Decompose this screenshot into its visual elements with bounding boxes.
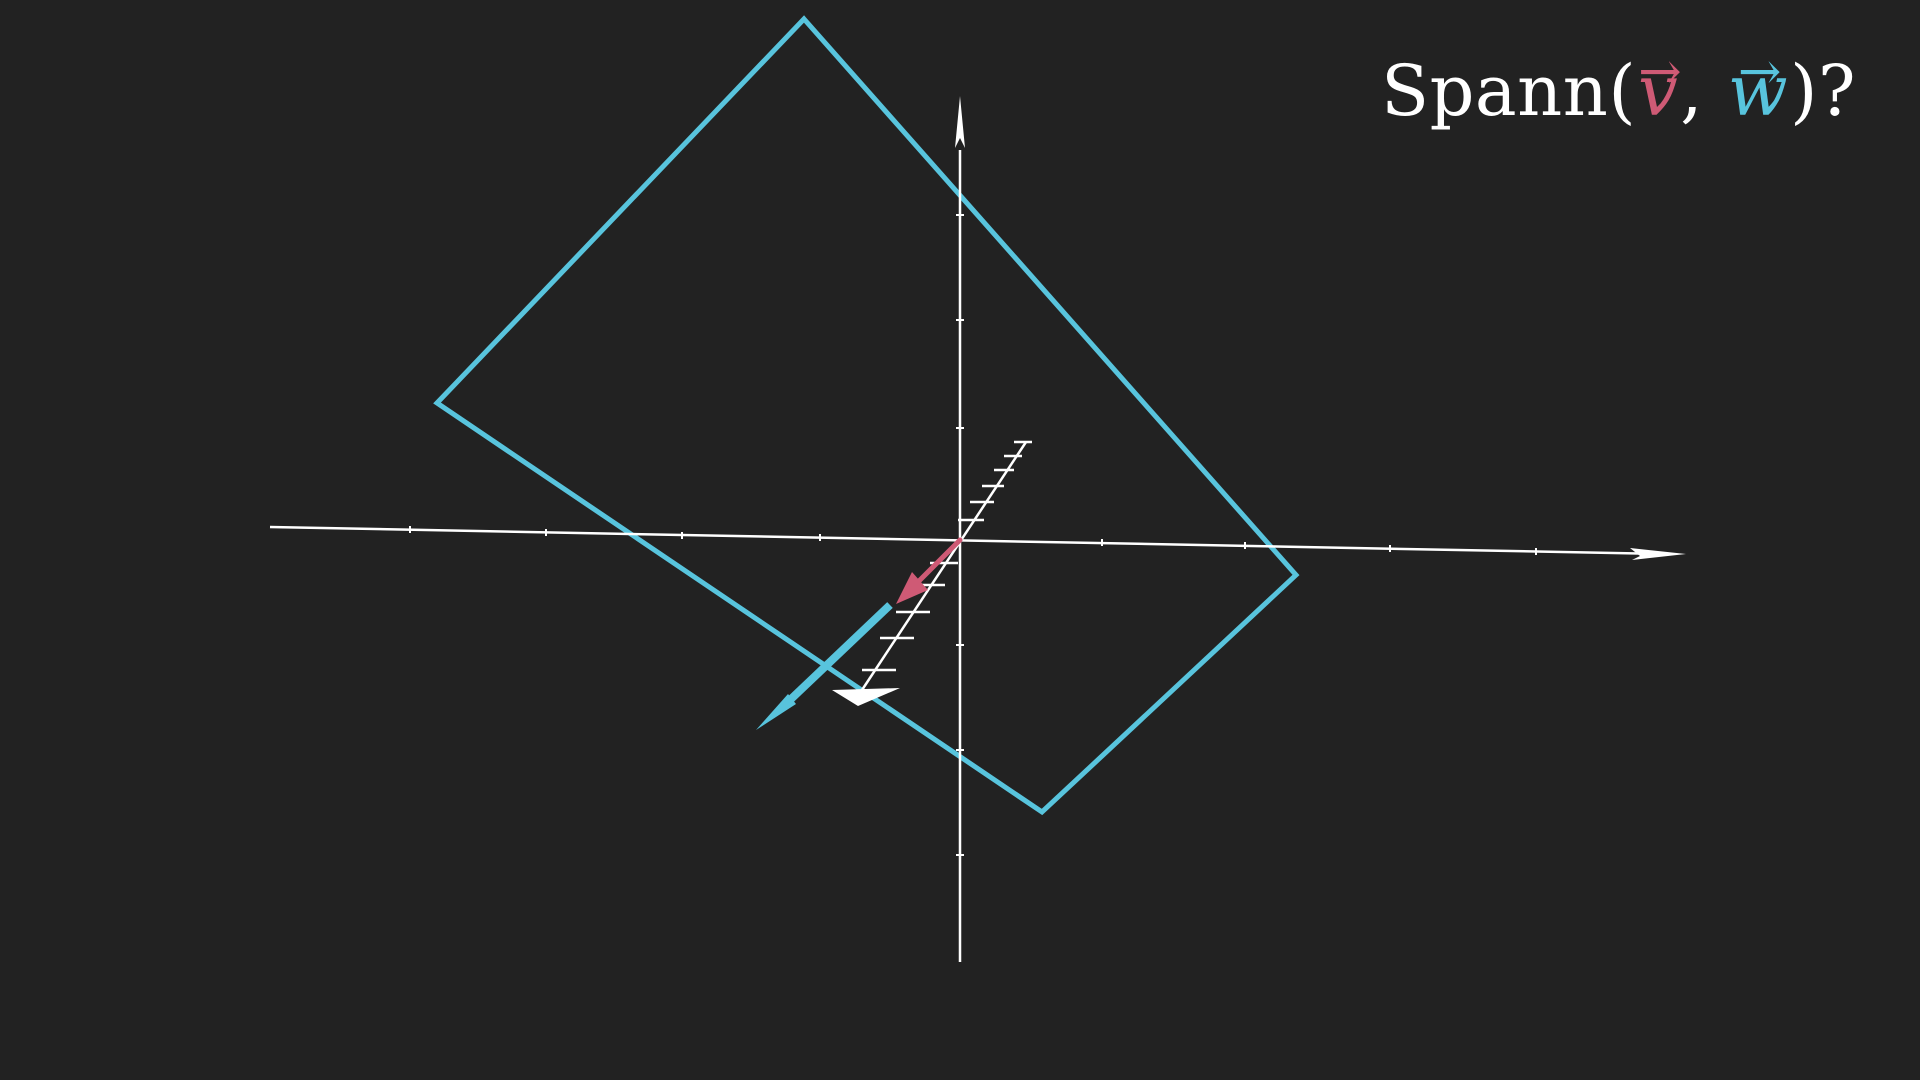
vector-w-arrow-icon: → [1737, 42, 1782, 102]
z-axis-ticks [956, 214, 964, 856]
vector-v-arrow [896, 537, 963, 604]
vector-v-arrow-icon: → [1638, 42, 1683, 102]
span-plane-outline [433, 15, 1300, 816]
z-axis [955, 96, 965, 962]
span-label-suffix: )? [1790, 50, 1856, 132]
span-label: Spann(→ v, → w)? [1381, 42, 1856, 132]
vector-v-arrowhead-icon [896, 572, 928, 604]
vector-v-symbol: → v [1638, 42, 1683, 132]
vector-w-arrow [756, 602, 893, 730]
x-axis [269, 525, 1686, 560]
vector-w-symbol: → w [1726, 46, 1790, 132]
y-axis-arrow-icon [832, 688, 900, 706]
span-label-prefix: Spann( [1381, 50, 1637, 132]
vector-w-arrowhead-icon [756, 694, 796, 730]
x-axis-ticks [409, 526, 1537, 555]
x-axis-arrow-icon [1630, 548, 1686, 560]
y-axis [832, 440, 1032, 706]
z-axis-arrow-icon [955, 96, 965, 148]
span-label-separator: , [1680, 50, 1703, 132]
